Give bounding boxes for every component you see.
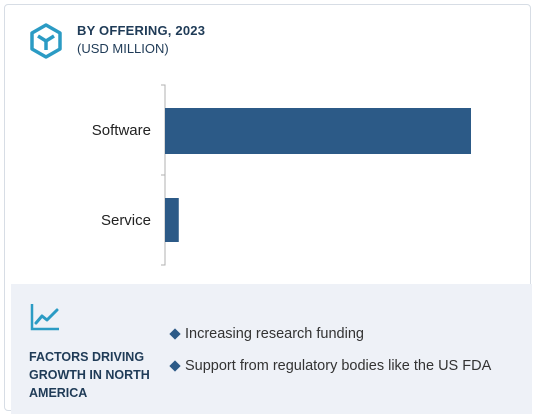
bar-chart: Software Service — [92, 84, 471, 266]
trend-line-icon — [30, 304, 59, 331]
category-label: Service — [101, 212, 151, 229]
factors-panel: FACTORS DRIVING GROWTH IN NORTH AMERICA … — [11, 284, 532, 414]
chart-subtitle: (USD MILLION) — [77, 41, 169, 56]
factor-item: Increasing research funding — [169, 324, 511, 344]
bar-software — [165, 108, 471, 154]
chart-card: BY OFFERING, 2023 (USD MILLION) Software… — [4, 4, 532, 414]
factor-text: Support from regulatory bodies like the … — [185, 358, 492, 374]
diamond-bullet-icon — [169, 328, 181, 340]
chart-title: BY OFFERING, 2023 — [77, 23, 206, 38]
category-label: Software — [92, 122, 151, 139]
cube-logo-icon — [30, 23, 62, 59]
factor-text: Increasing research funding — [185, 326, 364, 342]
diamond-bullet-icon — [169, 360, 181, 372]
bar-service — [165, 198, 179, 242]
factors-title: FACTORS DRIVING GROWTH IN NORTH AMERICA — [29, 350, 150, 400]
factor-item: Support from regulatory bodies like the … — [169, 356, 511, 376]
factors-list: Increasing research funding Support from… — [169, 324, 511, 388]
